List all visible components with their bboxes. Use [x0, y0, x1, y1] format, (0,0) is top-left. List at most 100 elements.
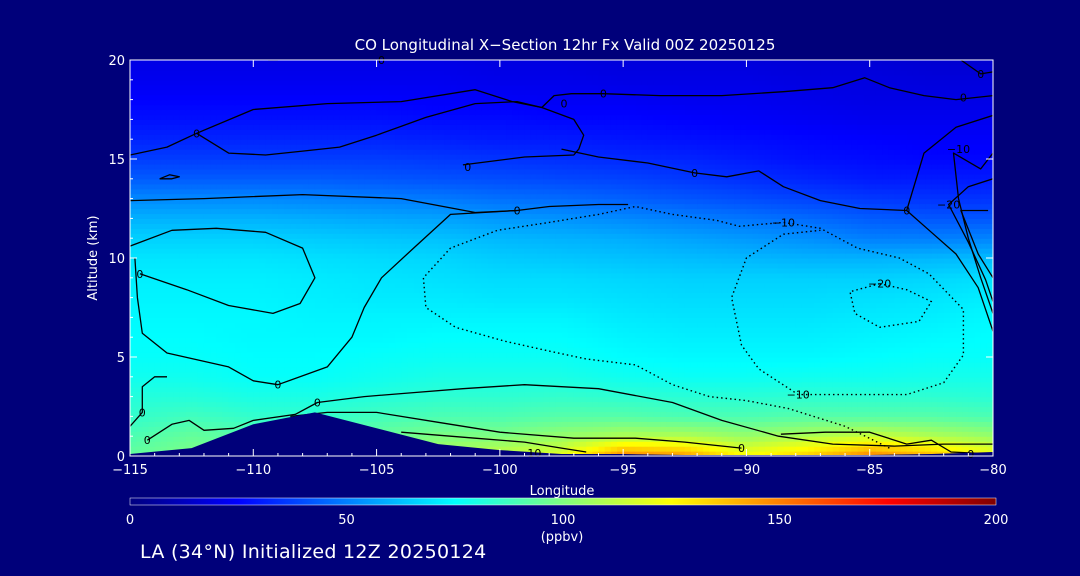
- field-cell: [949, 307, 957, 314]
- field-cell: [851, 441, 858, 447]
- field-cell: [179, 312, 187, 318]
- field-cell: [401, 292, 408, 299]
- field-cell: [610, 416, 618, 422]
- field-cell: [327, 376, 335, 383]
- field-cell: [919, 381, 926, 388]
- field-cell: [863, 406, 871, 413]
- field-cell: [857, 312, 865, 318]
- field-cell: [136, 282, 143, 289]
- field-cell: [746, 342, 754, 348]
- field-cell: [438, 332, 445, 338]
- field-cell: [851, 361, 858, 368]
- field-cell: [487, 406, 495, 413]
- field-cell: [314, 347, 322, 353]
- field-cell: [641, 406, 649, 413]
- field-cell: [666, 312, 674, 318]
- field-cell: [678, 307, 686, 314]
- field-cell: [641, 371, 649, 378]
- field-cell: [543, 282, 550, 289]
- field-cell: [530, 421, 538, 427]
- field-cell: [191, 312, 199, 318]
- field-cell: [475, 297, 482, 304]
- field-cell: [579, 406, 587, 413]
- field-cell: [561, 337, 569, 343]
- field-cell: [746, 436, 754, 442]
- field-cell: [641, 302, 649, 309]
- field-cell: [321, 406, 328, 413]
- field-cell: [919, 332, 926, 338]
- field-cell: [462, 401, 470, 408]
- field-cell: [666, 401, 674, 408]
- field-cell: [395, 292, 402, 299]
- field-cell: [493, 302, 501, 309]
- field-cell: [832, 287, 840, 294]
- field-cell: [234, 406, 242, 413]
- field-cell: [820, 391, 828, 398]
- field-cell: [814, 436, 821, 442]
- field-cell: [438, 297, 445, 304]
- field-cell: [432, 277, 439, 284]
- field-cell: [604, 302, 612, 309]
- field-cell: [826, 317, 834, 323]
- field-cell: [678, 436, 686, 442]
- field-cell: [376, 302, 384, 309]
- field-cell: [956, 292, 963, 299]
- field-cell: [616, 302, 624, 309]
- field-cell: [727, 352, 735, 358]
- field-cell: [555, 277, 563, 284]
- field-cell: [604, 332, 612, 338]
- field-cell: [635, 441, 643, 447]
- field-cell: [746, 451, 754, 456]
- field-cell: [623, 292, 630, 299]
- field-cell: [678, 391, 686, 398]
- field-cell: [388, 386, 396, 393]
- field-cell: [820, 352, 828, 358]
- field-cell: [481, 337, 489, 343]
- field-cell: [154, 357, 162, 363]
- field-cell: [321, 317, 328, 323]
- field-cell: [216, 337, 224, 343]
- field-cell: [746, 287, 754, 294]
- field-cell: [986, 287, 993, 294]
- field-cell: [240, 381, 248, 388]
- field-cell: [216, 421, 224, 427]
- field-cell: [462, 277, 470, 284]
- field-cell: [814, 406, 821, 413]
- field-cell: [185, 361, 193, 368]
- field-cell: [703, 436, 711, 442]
- field-cell: [284, 302, 291, 309]
- field-cell: [592, 357, 600, 363]
- field-cell: [561, 277, 569, 284]
- field-cell: [672, 451, 680, 456]
- field-cell: [758, 391, 766, 398]
- field-cell: [937, 366, 945, 373]
- field-cell: [635, 307, 643, 314]
- field-cell: [616, 366, 624, 373]
- field-cell: [894, 386, 902, 393]
- field-cell: [956, 391, 963, 398]
- field-cell: [789, 436, 797, 442]
- field-cell: [869, 361, 877, 368]
- field-cell: [549, 406, 556, 413]
- field-cell: [499, 277, 507, 284]
- field-cell: [191, 386, 199, 393]
- field-cell: [857, 426, 865, 432]
- field-cell: [623, 287, 630, 294]
- field-cell: [660, 337, 667, 343]
- field-cell: [783, 386, 791, 393]
- field-cell: [919, 396, 926, 403]
- field-cell: [937, 416, 945, 422]
- field-cell: [395, 282, 402, 289]
- field-cell: [370, 322, 378, 328]
- field-cell: [653, 416, 661, 422]
- field-cell: [555, 421, 563, 427]
- field-cell: [906, 327, 914, 333]
- field-cell: [358, 342, 365, 348]
- field-cell: [327, 292, 335, 299]
- field-cell: [185, 386, 193, 393]
- field-cell: [561, 381, 569, 388]
- field-cell: [253, 416, 261, 422]
- field-cell: [154, 312, 162, 318]
- field-cell: [419, 371, 427, 378]
- field-cell: [653, 277, 661, 284]
